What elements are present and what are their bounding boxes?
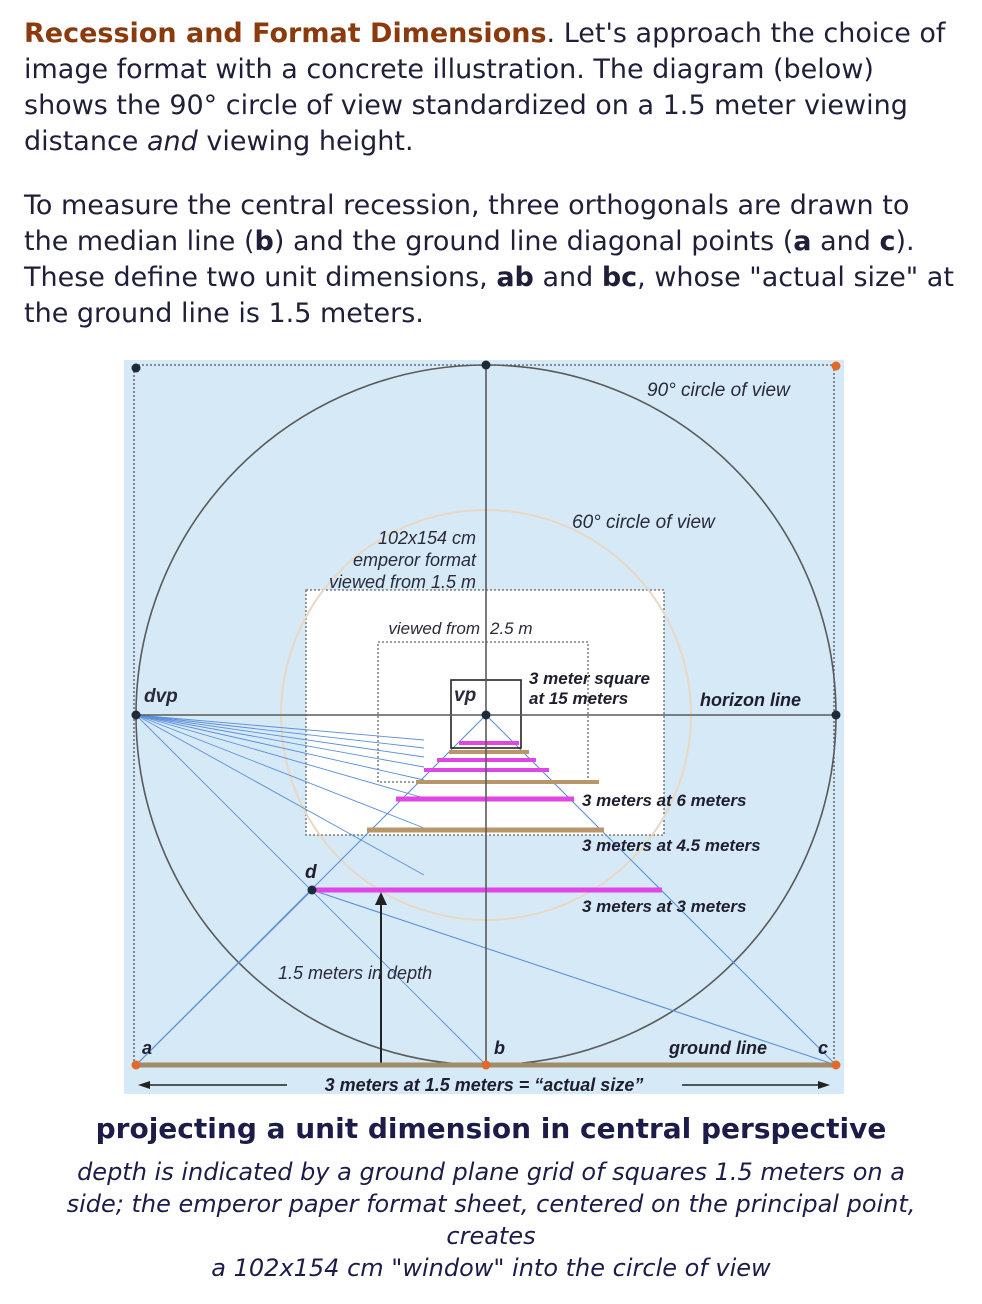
bold-b: b — [254, 226, 274, 257]
bold-ab: ab — [496, 262, 534, 293]
top-dot — [481, 360, 491, 370]
bold-c: c — [879, 226, 896, 257]
text: viewing height. — [197, 126, 414, 157]
depth-arrow-head — [375, 892, 387, 905]
label-viewed-2-5-a: viewed from — [388, 619, 480, 638]
arrow-left — [138, 1081, 150, 1089]
diagonal-d — [311, 889, 837, 1066]
c-dot — [831, 1060, 841, 1070]
text: and — [811, 226, 880, 257]
label-d: d — [305, 862, 317, 883]
label-horizon: horizon line — [700, 690, 801, 710]
vp-dot — [481, 710, 491, 720]
fan-line — [135, 714, 425, 749]
label-square-2: at 15 meters — [529, 689, 628, 708]
dvp-fan-lines — [135, 714, 487, 1066]
corner-dot-tr — [831, 361, 841, 371]
label-actual-size: 3 meters at 1.5 meters = “actual size” — [325, 1075, 644, 1094]
label-depth: 1.5 meters in depth — [278, 963, 432, 983]
dvp-dot — [131, 710, 141, 720]
label-square-1: 3 meter square — [529, 669, 650, 688]
text: ). These define two unit dimensions, — [24, 226, 915, 293]
label-6m: 3 meters at 6 meters — [582, 791, 746, 810]
fan-line — [135, 714, 425, 758]
caption-body: depth is indicated by a ground plane gri… — [60, 1156, 922, 1284]
horizon-end-dot — [831, 710, 841, 720]
label-emperor-2: emperor format — [353, 550, 477, 570]
perspective-diagram: 90° circle of view 60° circle of view 10… — [124, 360, 844, 1094]
label-4-5m: 3 meters at 4.5 meters — [582, 836, 761, 855]
a-dot — [131, 1060, 141, 1070]
bold-bc: bc — [601, 262, 638, 293]
label-emperor-1: 102x154 cm — [378, 528, 476, 548]
window-2-5m — [377, 641, 589, 783]
label-b: b — [494, 1038, 505, 1058]
label-c: c — [818, 1038, 828, 1058]
d-dot — [307, 885, 317, 895]
label-3m: 3 meters at 3 meters — [582, 897, 746, 916]
caption-line-1: depth is indicated by a ground plane gri… — [66, 1158, 916, 1250]
bold-a: a — [793, 226, 812, 257]
intro-paragraph-1: Recession and Format Dimensions. Let's a… — [24, 16, 954, 160]
corner-dot-tl — [131, 363, 141, 373]
diagonal-a-c — [135, 889, 313, 1066]
label-circle60: 60° circle of view — [572, 512, 716, 533]
label-emperor-3: viewed from 1.5 m — [329, 572, 476, 592]
fan-line — [135, 714, 425, 781]
text: . Let's approach the choice of image for… — [24, 18, 946, 157]
arrow-right — [818, 1081, 830, 1089]
caption-title: projecting a unit dimension in central p… — [95, 1112, 887, 1145]
emphasis: and — [147, 126, 198, 157]
label-dvp: dvp — [144, 686, 178, 707]
fan-line — [135, 714, 425, 741]
text: To measure the central recession, three … — [24, 190, 910, 257]
label-circle90: 90° circle of view — [647, 380, 791, 401]
fan-line — [135, 714, 425, 829]
label-vp: vp — [454, 685, 476, 706]
text: and — [533, 262, 602, 293]
fan-line — [135, 714, 425, 799]
section-lead: Recession and Format Dimensions — [24, 18, 547, 49]
fan-line — [135, 714, 425, 768]
intro-paragraph-2: To measure the central recession, three … — [24, 188, 954, 332]
actual-label-bg — [287, 1072, 682, 1094]
label-a: a — [142, 1038, 152, 1058]
b-dot — [481, 1060, 491, 1070]
text: ) and the ground line diagonal points ( — [273, 226, 794, 257]
text: , whose "actual size" at the ground line… — [24, 262, 954, 329]
label-ground: ground line — [668, 1038, 767, 1058]
label-viewed-2-5-b: 2.5 m — [489, 619, 533, 638]
fan-line — [135, 714, 425, 876]
caption-line-2: a 102x154 cm "window" into the circle of… — [211, 1254, 771, 1282]
